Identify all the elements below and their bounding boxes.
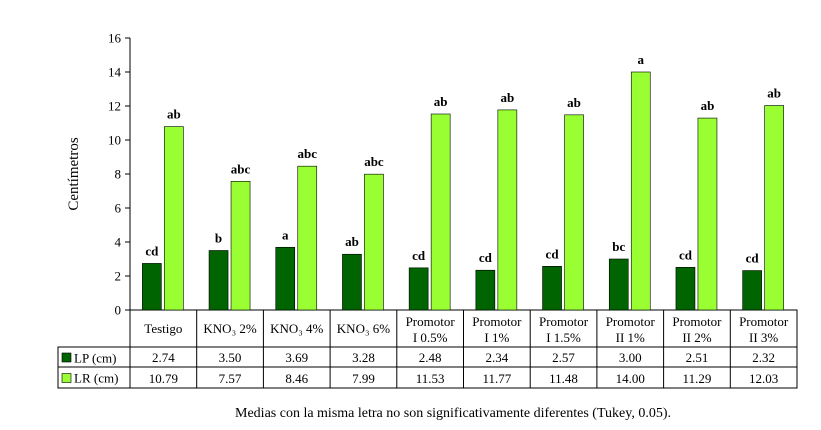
bar-lp [342,253,362,311]
table-cell: 11.77 [482,371,511,386]
significance-letter: b [215,231,222,246]
category-label: KNO₃ 6% [337,321,390,336]
category-label: Promotor [606,314,656,329]
significance-letter: abc [231,161,251,176]
table-cell: 14.00 [616,371,645,386]
bar-lp [742,270,762,311]
table-cell: 8.46 [285,371,308,386]
bar-lp [408,267,429,311]
bar-lp [475,269,496,311]
y-tick-label: 12 [108,99,121,114]
significance-letter: cd [479,250,493,265]
table-cell: 3.50 [219,350,242,365]
significance-letter: abc [298,146,318,161]
category-label: II 1% [616,330,645,345]
category-label: Promotor [406,314,456,329]
y-axis-title: Centímetros [66,137,82,210]
category-label: Promotor [739,314,789,329]
table-cell: 2.34 [485,350,508,365]
significance-letter: ab [167,107,181,122]
table-cell: 7.99 [352,371,375,386]
legend-marker-lr [61,373,72,383]
legend-marker-lp [61,352,72,363]
table-cell: 2.51 [686,350,709,365]
y-tick-label: 8 [115,167,122,182]
significance-letter: cd [679,247,693,262]
significance-letter: ab [434,94,448,109]
bar-lp [675,267,696,311]
table-cell: 2.32 [752,350,775,365]
category-label: II 2% [682,330,711,345]
bar-lp [608,258,629,311]
legend-label: LP (cm) [74,351,116,366]
table-cell: 2.57 [552,350,575,365]
bar-lr [364,173,384,311]
bar-lr [230,181,251,311]
bar-lr [164,126,184,311]
significance-letter: ab [767,85,781,100]
table-cell: 2.48 [419,350,442,365]
table-cell: 11.53 [416,371,445,386]
bar-lr [697,117,718,311]
y-tick-label: 16 [108,31,122,46]
y-tick-label: 4 [115,235,122,250]
significance-letter: cd [546,246,560,261]
significance-letter: a [638,52,645,67]
bar-lr [764,105,784,311]
bar-lr [630,71,651,311]
table-cell: 10.79 [149,371,178,386]
category-label: Promotor [672,314,722,329]
significance-letter: cd [746,251,760,266]
significance-letter: abc [364,154,384,169]
table-cell: 11.48 [549,371,578,386]
table-cell: 2.74 [152,350,175,365]
table-cell: 3.28 [352,350,375,365]
bar-lr [430,113,451,311]
significance-letter: ab [500,90,514,105]
table-cell: 11.29 [683,371,712,386]
significance-letter: ab [701,98,715,113]
significance-letter: ab [567,95,581,110]
significance-letter: a [282,227,289,242]
bar-lp [208,250,229,311]
significance-letter: cd [412,248,426,263]
category-label: I 0.5% [413,330,448,345]
bar-lr [297,165,318,311]
y-tick-label: 10 [108,133,121,148]
bar-lp [542,266,562,311]
legend-label: LR (cm) [74,371,118,386]
y-tick-label: 14 [108,65,122,80]
category-label: I 1% [484,330,509,345]
category-label: Promotor [539,314,589,329]
bar-lr [497,109,518,311]
y-tick-label: 0 [115,303,122,318]
y-tick-label: 6 [115,201,122,216]
category-label: Promotor [472,314,522,329]
category-label: Testigo [144,321,182,336]
y-tick-label: 2 [115,269,122,284]
significance-letter: ab [345,234,359,249]
table-cell: 12.03 [749,371,778,386]
table-cell: 3.00 [619,350,642,365]
chart-caption: Medias con la misma letra no son signifi… [235,406,671,421]
significance-letter: cd [145,243,159,258]
table-cell: 3.69 [285,350,308,365]
significance-letter: bc [612,239,625,254]
category-label: I 1.5% [546,330,581,345]
category-label: II 3% [749,330,778,345]
category-label: KNO₃ 2% [203,321,256,336]
bar-lr [564,114,584,311]
category-label: KNO₃ 4% [270,321,323,336]
bar-lp [142,263,162,311]
table-cell: 7.57 [219,371,242,386]
bar-lp [275,246,296,311]
